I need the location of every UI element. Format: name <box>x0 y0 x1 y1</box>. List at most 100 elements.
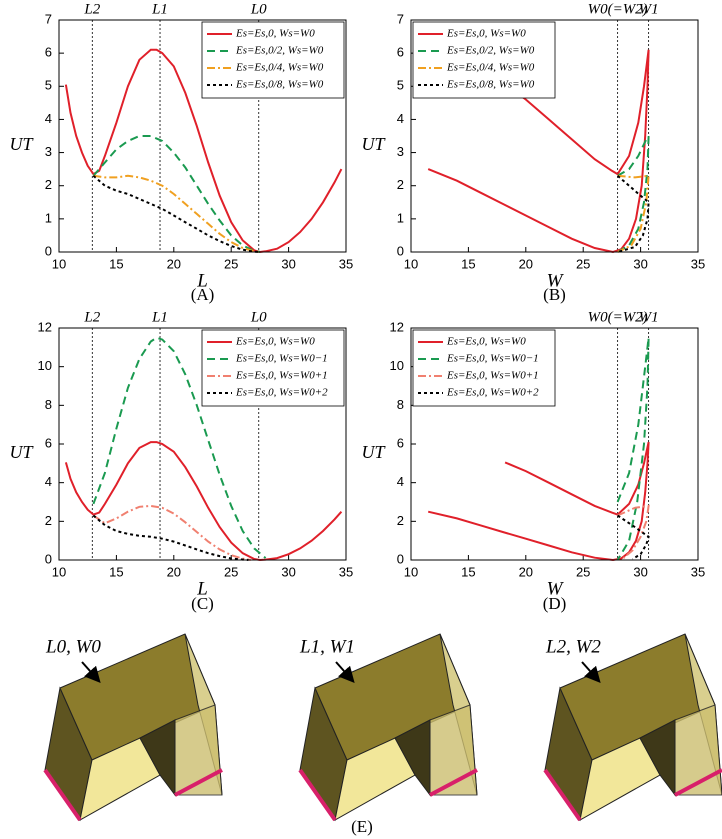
marker-label: W1 <box>639 309 659 325</box>
y-tick-label: 0 <box>45 243 52 258</box>
y-tick-label: 2 <box>397 513 404 528</box>
y-tick-label: 0 <box>45 551 52 566</box>
y-tick-label: 7 <box>45 11 52 26</box>
series-line <box>66 442 342 560</box>
y-tick-label: 6 <box>45 45 52 60</box>
marker-label: L1 <box>151 309 168 325</box>
series-line <box>93 176 260 252</box>
marker-label: L0 <box>250 309 267 325</box>
panel-e: L0, W0 L1, W1 L2, W2 (E) <box>45 634 722 836</box>
x-tick-label: 10 <box>52 564 66 579</box>
figure: L0, W0 L1, W1 L2, W2 (E) 101520253035012… <box>0 0 722 839</box>
series-line <box>93 516 248 561</box>
marker-label: L0 <box>250 1 267 17</box>
legend-label: Es=Es,0, Ws=W0+1 <box>235 370 328 382</box>
legend-label: Es=Es,0, Ws=W0 <box>235 336 315 348</box>
chart: 10 15 20 25 30 35 0 2 4 6 8 10 12 L2 L1 L0 Es=Es,0, Ws=W… <box>9 309 353 612</box>
legend-label: Es=Es,0, Ws=W0+2 <box>235 387 328 399</box>
legend-label: Es=Es,0, Ws=W0 <box>446 28 526 40</box>
x-tick-label: 25 <box>576 256 590 271</box>
marker-label: L1 <box>151 1 168 17</box>
y-axis-label: UT <box>361 442 386 462</box>
x-tick-label: 20 <box>167 564 181 579</box>
y-tick-label: 2 <box>45 177 52 192</box>
marker-label: L2 <box>83 1 100 17</box>
x-tick-label: 20 <box>519 564 533 579</box>
legend-label: Es=Es,0, Ws=W0+2 <box>446 387 539 399</box>
fold-label: L2, W2 <box>545 636 601 657</box>
y-tick-label: 8 <box>45 397 52 412</box>
x-tick-label: 20 <box>519 256 533 271</box>
x-tick-label: 30 <box>633 564 647 579</box>
y-tick-label: 2 <box>45 513 52 528</box>
series-line <box>93 176 260 252</box>
series-line <box>428 442 648 560</box>
x-tick-label: 35 <box>691 256 705 271</box>
y-tick-label: 4 <box>45 111 52 126</box>
fold-shape <box>300 634 477 820</box>
x-tick-label: 30 <box>281 564 295 579</box>
x-tick-label: 35 <box>691 564 705 579</box>
fold-label: L0, W0 <box>45 636 101 657</box>
y-tick-label: 3 <box>397 144 404 159</box>
x-tick-label: 10 <box>404 564 418 579</box>
y-tick-label: 12 <box>390 319 404 334</box>
caption: (C) <box>191 594 214 613</box>
y-axis-label: UT <box>9 134 34 154</box>
y-tick-label: 5 <box>397 78 404 93</box>
y-tick-label: 4 <box>397 474 404 489</box>
y-tick-label: 4 <box>397 111 404 126</box>
marker-label: L2 <box>83 309 100 325</box>
caption: (A) <box>191 285 215 304</box>
y-tick-label: 10 <box>390 358 404 373</box>
legend-label: Es=Es,0/8, Ws=W0 <box>235 79 324 91</box>
x-tick-label: 35 <box>339 564 353 579</box>
x-tick-label: 30 <box>633 256 647 271</box>
series-line <box>618 176 649 252</box>
legend-label: Es=Es,0/2, Ws=W0 <box>235 45 324 57</box>
legend-label: Es=Es,0/8, Ws=W0 <box>446 79 535 91</box>
y-tick-label: 4 <box>45 474 52 489</box>
legend-label: Es=Es,0, Ws=W0−1 <box>235 353 328 365</box>
y-tick-label: 7 <box>397 11 404 26</box>
y-tick-label: 5 <box>45 78 52 93</box>
y-axis-label: UT <box>9 442 34 462</box>
series-line <box>93 136 260 252</box>
fold-shape <box>45 634 222 820</box>
legend-label: Es=Es,0/4, Ws=W0 <box>235 62 324 74</box>
x-tick-label: 20 <box>167 256 181 271</box>
fold-label: L1, W1 <box>299 636 355 657</box>
legend-label: Es=Es,0/2, Ws=W0 <box>446 45 535 57</box>
y-tick-label: 1 <box>397 210 404 225</box>
y-tick-label: 0 <box>397 551 404 566</box>
x-tick-label: 15 <box>461 564 475 579</box>
x-tick-label: 25 <box>224 256 238 271</box>
fold-shape <box>545 634 722 820</box>
y-tick-label: 3 <box>45 144 52 159</box>
caption: (E) <box>351 817 373 836</box>
y-tick-label: 8 <box>397 397 404 412</box>
y-tick-label: 6 <box>397 435 404 450</box>
y-tick-label: 6 <box>397 45 404 60</box>
x-tick-label: 15 <box>109 256 123 271</box>
y-tick-label: 0 <box>397 243 404 258</box>
x-tick-label: 35 <box>339 256 353 271</box>
marker-label: W1 <box>639 1 659 17</box>
series-line <box>93 506 250 560</box>
x-tick-label: 30 <box>281 256 295 271</box>
x-tick-label: 15 <box>109 564 123 579</box>
y-tick-label: 12 <box>38 319 52 334</box>
y-tick-label: 6 <box>45 435 52 450</box>
x-tick-label: 10 <box>404 256 418 271</box>
y-tick-label: 1 <box>45 210 52 225</box>
caption: (B) <box>543 285 566 304</box>
y-tick-label: 2 <box>397 177 404 192</box>
legend-label: Es=Es,0, Ws=W0 <box>446 336 526 348</box>
x-tick-label: 25 <box>224 564 238 579</box>
y-tick-label: 10 <box>38 358 52 373</box>
legend-label: Es=Es,0/4, Ws=W0 <box>446 62 535 74</box>
x-tick-label: 25 <box>576 564 590 579</box>
